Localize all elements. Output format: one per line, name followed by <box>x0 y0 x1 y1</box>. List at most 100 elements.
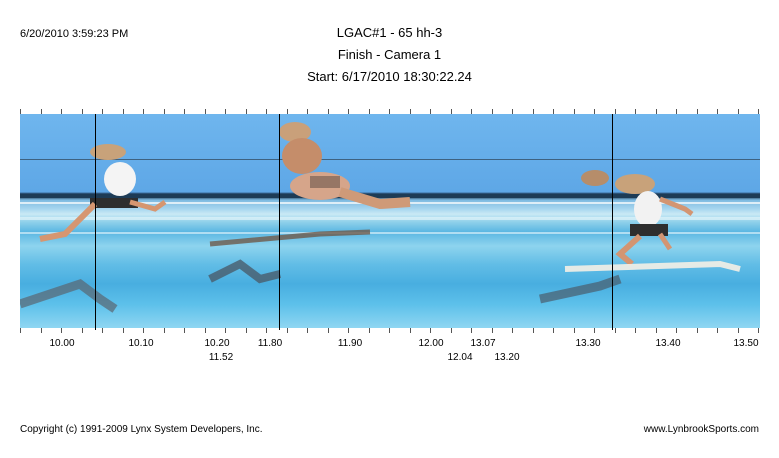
tick-mark <box>246 109 247 114</box>
tick-mark <box>430 109 431 114</box>
tick-mark <box>246 328 247 333</box>
time-label: 11.80 <box>257 338 283 349</box>
tick-mark <box>41 109 42 114</box>
tick-mark <box>307 328 308 333</box>
tick-mark <box>697 109 698 114</box>
time-label: 11.52 <box>208 352 234 363</box>
tick-mark <box>61 109 62 114</box>
tick-mark <box>492 109 493 114</box>
tick-mark <box>676 109 677 114</box>
tick-mark <box>615 328 616 333</box>
time-label: 13.30 <box>575 338 601 349</box>
tick-mark <box>553 109 554 114</box>
tick-mark <box>225 328 226 333</box>
tick-mark <box>102 328 103 333</box>
tick-mark <box>225 109 226 114</box>
cursor-line-3[interactable] <box>612 114 613 330</box>
tick-mark <box>738 328 739 333</box>
tick-mark <box>287 109 288 114</box>
tick-mark <box>717 328 718 333</box>
time-label: 10.00 <box>49 338 75 349</box>
tick-mark <box>656 109 657 114</box>
tick-mark <box>758 328 759 333</box>
tick-mark <box>635 328 636 333</box>
top-tick-ruler <box>20 109 760 115</box>
tick-mark <box>451 328 452 333</box>
tick-mark <box>123 109 124 114</box>
tick-mark <box>41 328 42 333</box>
tick-mark <box>615 109 616 114</box>
tick-mark <box>164 109 165 114</box>
tick-mark <box>389 109 390 114</box>
tick-mark <box>348 109 349 114</box>
copyright: Copyright (c) 1991-2009 Lynx System Deve… <box>20 424 263 435</box>
tick-mark <box>574 328 575 333</box>
tick-mark <box>82 109 83 114</box>
tick-mark <box>328 109 329 114</box>
time-label: 11.90 <box>337 338 363 349</box>
tick-mark <box>266 328 267 333</box>
athlete-images <box>20 122 741 313</box>
tick-mark <box>143 328 144 333</box>
tick-mark <box>266 109 267 114</box>
time-label: 13.20 <box>494 352 520 363</box>
tick-mark <box>287 328 288 333</box>
tick-mark <box>184 109 185 114</box>
tick-mark <box>205 109 206 114</box>
tick-mark <box>594 328 595 333</box>
tick-mark <box>574 109 575 114</box>
tick-mark <box>512 328 513 333</box>
tick-mark <box>184 328 185 333</box>
time-label: 13.07 <box>470 338 496 349</box>
tick-mark <box>471 328 472 333</box>
tick-mark <box>369 328 370 333</box>
tick-mark <box>471 109 472 114</box>
event-title: LGAC#1 - 65 hh-3 <box>336 25 443 40</box>
website: www.LynbrookSports.com <box>643 424 759 435</box>
tick-mark <box>205 328 206 333</box>
tick-mark <box>697 328 698 333</box>
tick-mark <box>533 109 534 114</box>
tick-mark <box>82 328 83 333</box>
tick-mark <box>102 109 103 114</box>
time-label: 12.04 <box>447 352 473 363</box>
time-label: 10.20 <box>204 338 230 349</box>
finish-line-photo[interactable] <box>20 114 760 328</box>
tick-mark <box>348 328 349 333</box>
tick-mark <box>758 109 759 114</box>
tick-mark <box>594 109 595 114</box>
tick-mark <box>717 109 718 114</box>
tick-mark <box>451 109 452 114</box>
tick-mark <box>635 109 636 114</box>
time-label: 13.50 <box>733 338 759 349</box>
tick-mark <box>20 109 21 114</box>
start-time: Start: 6/17/2010 18:30:22.24 <box>307 69 472 84</box>
time-label: 10.10 <box>128 338 154 349</box>
tick-mark <box>307 109 308 114</box>
tick-mark <box>123 328 124 333</box>
cursor-line-1[interactable] <box>95 114 96 330</box>
tick-mark <box>328 328 329 333</box>
tick-mark <box>430 328 431 333</box>
time-label: 12.00 <box>418 338 444 349</box>
time-label: 13.40 <box>655 338 681 349</box>
tick-mark <box>553 328 554 333</box>
camera-label: Finish - Camera 1 <box>337 47 442 62</box>
tick-mark <box>492 328 493 333</box>
tick-mark <box>676 328 677 333</box>
tick-mark <box>410 109 411 114</box>
tick-mark <box>61 328 62 333</box>
bottom-tick-ruler <box>20 328 760 334</box>
tick-mark <box>389 328 390 333</box>
tick-mark <box>738 109 739 114</box>
tick-mark <box>164 328 165 333</box>
tick-mark <box>369 109 370 114</box>
tick-mark <box>656 328 657 333</box>
cursor-line-2[interactable] <box>279 114 280 330</box>
timestamp: 6/20/2010 3:59:23 PM <box>20 28 129 40</box>
tick-mark <box>533 328 534 333</box>
tick-mark <box>143 109 144 114</box>
tick-mark <box>512 109 513 114</box>
tick-mark <box>20 328 21 333</box>
tick-mark <box>410 328 411 333</box>
